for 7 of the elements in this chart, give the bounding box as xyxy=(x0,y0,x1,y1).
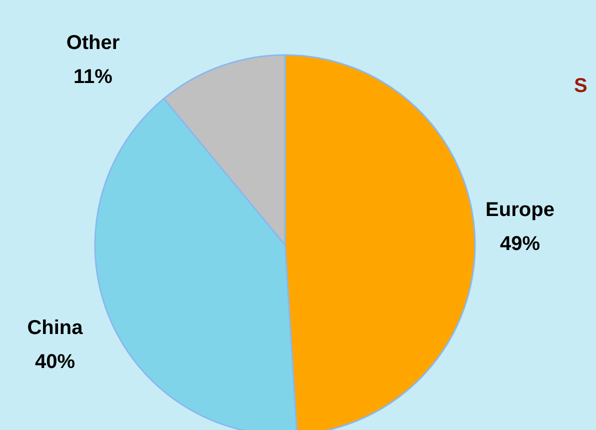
slice-label: China xyxy=(27,317,84,339)
data-label: 49% xyxy=(500,233,540,255)
slice-label: Other xyxy=(66,32,120,54)
text: S xyxy=(574,75,588,97)
slice-label: Europe xyxy=(486,199,554,221)
data-label: 40% xyxy=(34,351,76,373)
data-label: 11% xyxy=(74,66,113,88)
